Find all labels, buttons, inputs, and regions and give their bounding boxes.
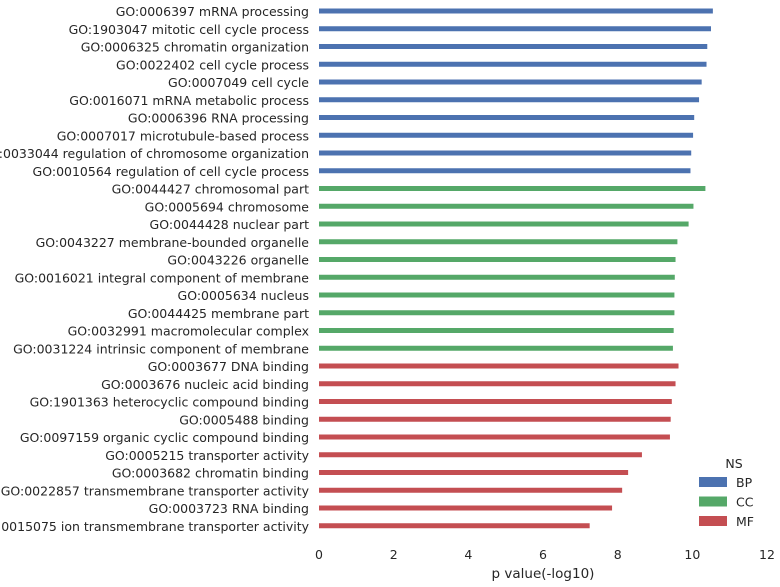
category-label: GO:0031224 intrinsic component of membra… — [13, 341, 309, 356]
x-tick-label: 4 — [464, 547, 472, 562]
category-label: GO:0003682 chromatin binding — [112, 466, 309, 481]
bar-mf — [319, 452, 642, 458]
category-label: GO:0005488 binding — [179, 412, 309, 427]
category-label: GO:0033044 regulation of chromosome orga… — [0, 146, 309, 161]
category-label: GO:0016021 integral component of membran… — [15, 270, 310, 285]
x-axis-label: p value(-log10) — [492, 566, 595, 582]
category-label: GO:0005694 chromosome — [145, 199, 310, 214]
bar-bp — [319, 8, 713, 14]
category-label: GO:0044425 membrane part — [128, 306, 309, 321]
bar-cc — [319, 310, 675, 316]
category-label: GO:0006325 chromatin organization — [81, 40, 309, 55]
category-label: GO:0003723 RNA binding — [149, 501, 309, 516]
bar-bp — [319, 132, 694, 138]
category-label: GO:0007049 cell cycle — [168, 75, 309, 90]
legend-swatch-cc — [699, 496, 727, 507]
bar-bp — [319, 97, 700, 103]
legend-title: NS — [725, 456, 742, 471]
x-tick-label: 10 — [684, 547, 700, 562]
category-label: GO:0003677 DNA binding — [148, 359, 309, 374]
category-label: GO:0022857 transmembrane transporter act… — [1, 483, 310, 498]
legend-label-cc: CC — [736, 495, 754, 510]
bar-cc — [319, 239, 678, 245]
bar-bp — [319, 44, 708, 49]
x-tick-label: 2 — [390, 547, 398, 562]
category-label: GO:1901363 heterocyclic compound binding — [30, 395, 309, 410]
category-labels: GO:0006397 mRNA processing GO:1903047 mit… — [0, 4, 310, 534]
bar-bp — [319, 61, 707, 67]
bar-bp — [319, 26, 711, 32]
x-tick-label: 12 — [759, 547, 775, 562]
category-label: GO:0015075 ion transmembrane transporter… — [0, 519, 310, 534]
category-label: GO:0006397 mRNA processing — [116, 4, 309, 19]
bar-cc — [319, 221, 689, 227]
legend: NS BP CC MF — [699, 456, 754, 529]
category-label: GO:0005634 nucleus — [178, 288, 309, 303]
legend-swatch-mf — [699, 516, 727, 526]
bar-mf — [319, 505, 613, 511]
bar-cc — [319, 274, 675, 280]
bar-mf — [319, 523, 590, 529]
bar-mf — [319, 487, 623, 493]
category-label: GO:0043226 organelle — [167, 253, 309, 268]
category-label: GO:0007017 microtubule-based process — [57, 128, 309, 143]
legend-swatch-bp — [699, 477, 727, 487]
legend-label-bp: BP — [736, 475, 753, 490]
bar-bp — [319, 115, 695, 120]
bar-mf — [319, 381, 676, 387]
category-label: GO:0016071 mRNA metabolic process — [69, 93, 309, 108]
category-label: GO:0044427 chromosomal part — [112, 182, 309, 197]
bars — [319, 8, 713, 529]
x-axis: 0 2 4 6 8 10 12 — [315, 547, 775, 562]
category-label: GO:0022402 cell cycle process — [116, 57, 309, 72]
bar-bp — [319, 150, 692, 156]
category-label: GO:0003676 nucleic acid binding — [101, 377, 309, 392]
bar-cc — [319, 203, 694, 209]
category-label: GO:0005215 transporter activity — [105, 448, 309, 463]
bar-cc — [319, 345, 673, 351]
category-label: GO:0043227 membrane-bounded organelle — [36, 235, 310, 250]
bar-bp — [319, 168, 691, 174]
category-label: GO:0044428 nuclear part — [150, 217, 310, 232]
x-tick-label: 6 — [539, 547, 547, 562]
bar-cc — [319, 292, 675, 298]
category-label: GO:0032991 macromolecular complex — [68, 324, 309, 339]
category-label: GO:0097159 organic cyclic compound bindi… — [20, 430, 309, 445]
bar-mf — [319, 470, 629, 475]
bar-cc — [319, 257, 676, 262]
bar-mf — [319, 416, 671, 422]
x-tick-label: 0 — [315, 547, 323, 562]
legend-label-mf: MF — [736, 514, 754, 529]
bar-cc — [319, 328, 674, 333]
x-tick-label: 8 — [614, 547, 622, 562]
bar-cc — [319, 186, 706, 191]
bar-mf — [319, 363, 679, 369]
category-label: GO:0006396 RNA processing — [128, 111, 309, 126]
bar-mf — [319, 399, 672, 404]
category-label: GO:1903047 mitotic cell cycle process — [69, 22, 309, 37]
bar-mf — [319, 434, 670, 440]
category-label: GO:0010564 regulation of cell cycle proc… — [33, 164, 309, 179]
bar-bp — [319, 79, 702, 85]
